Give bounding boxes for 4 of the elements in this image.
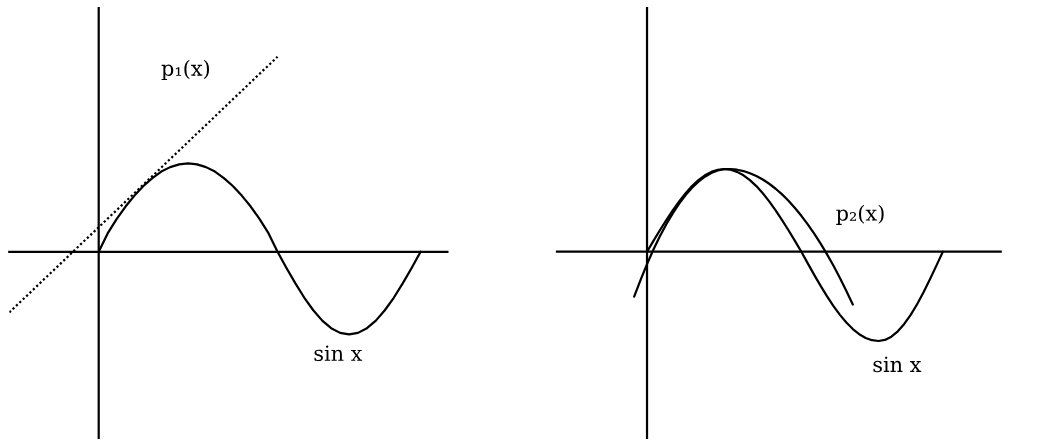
series-label: sin x	[873, 356, 922, 373]
series-label: p₁(x)	[161, 59, 210, 80]
series-label: p₂(x)	[836, 204, 884, 225]
series-label: sin x	[314, 345, 363, 362]
